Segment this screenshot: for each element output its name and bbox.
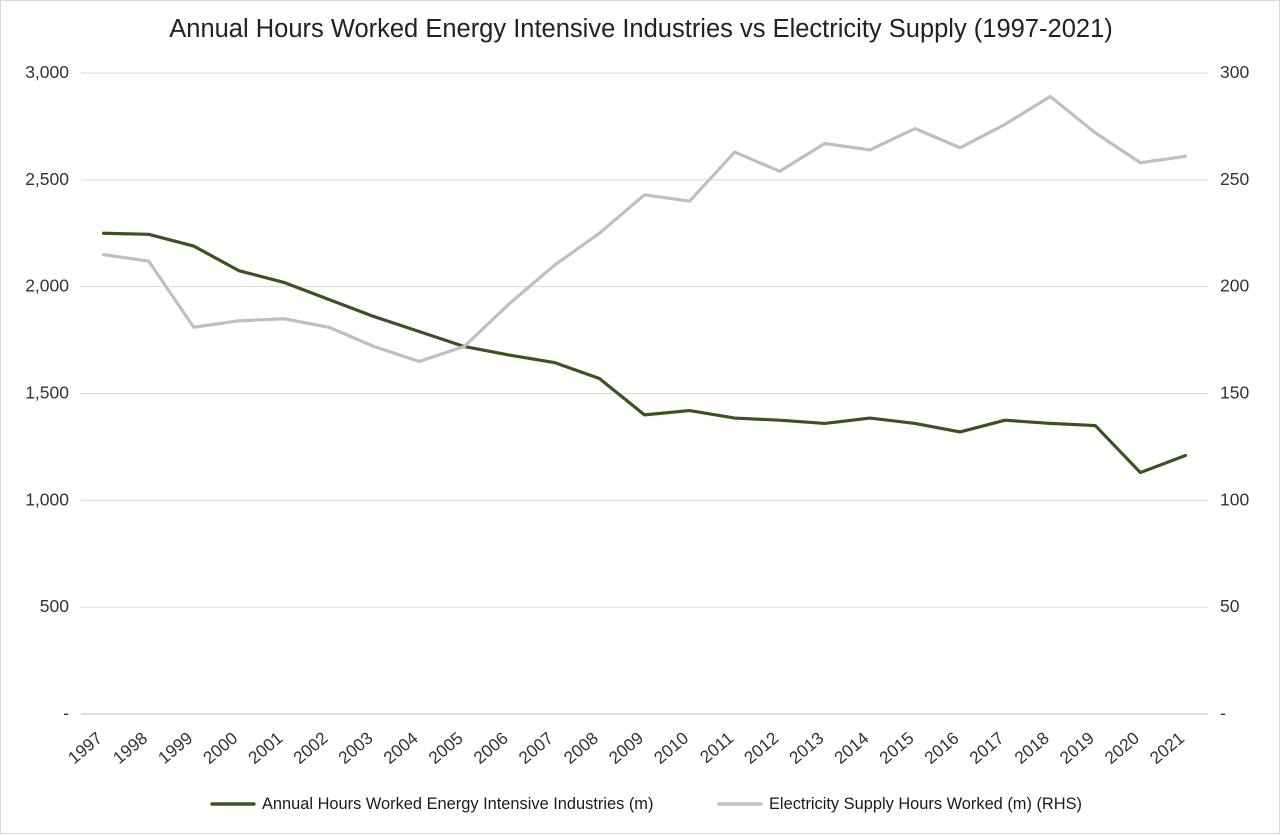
- svg-text:500: 500: [40, 596, 69, 616]
- svg-text:2009: 2009: [605, 728, 647, 768]
- svg-text:2021: 2021: [1146, 728, 1188, 768]
- svg-text:2,500: 2,500: [25, 169, 69, 189]
- svg-text:2006: 2006: [470, 728, 512, 768]
- svg-text:1998: 1998: [109, 728, 151, 768]
- svg-text:3,000: 3,000: [25, 62, 69, 82]
- svg-text:250: 250: [1220, 169, 1249, 189]
- svg-text:2007: 2007: [515, 728, 557, 768]
- svg-text:2017: 2017: [965, 728, 1007, 768]
- svg-text:2001: 2001: [244, 728, 286, 768]
- svg-text:-: -: [1220, 703, 1226, 723]
- svg-text:Annual Hours Worked Energy Int: Annual Hours Worked Energy Intensive Ind…: [262, 795, 653, 813]
- svg-text:2013: 2013: [785, 728, 827, 768]
- svg-text:1999: 1999: [154, 728, 196, 768]
- svg-text:2004: 2004: [379, 727, 422, 767]
- svg-text:2003: 2003: [334, 728, 376, 768]
- svg-text:2015: 2015: [875, 728, 917, 768]
- svg-text:2010: 2010: [650, 728, 692, 768]
- svg-text:2012: 2012: [740, 728, 782, 768]
- svg-text:100: 100: [1220, 489, 1249, 509]
- svg-text:1997: 1997: [64, 728, 106, 768]
- svg-text:200: 200: [1220, 276, 1249, 296]
- svg-text:2018: 2018: [1010, 728, 1052, 768]
- svg-text:2014: 2014: [830, 727, 873, 767]
- svg-text:2000: 2000: [199, 728, 241, 768]
- svg-text:2020: 2020: [1101, 728, 1143, 768]
- svg-text:2011: 2011: [696, 728, 737, 767]
- svg-text:2016: 2016: [920, 728, 962, 768]
- svg-text:2008: 2008: [560, 728, 602, 768]
- svg-text:-: -: [63, 703, 69, 723]
- svg-text:1,500: 1,500: [25, 383, 69, 403]
- svg-text:2,000: 2,000: [25, 276, 69, 296]
- svg-text:2002: 2002: [289, 728, 331, 768]
- svg-text:Electricity Supply Hours Worke: Electricity Supply Hours Worked (m) (RHS…: [769, 795, 1082, 813]
- svg-text:1,000: 1,000: [25, 489, 69, 509]
- svg-text:300: 300: [1220, 62, 1249, 82]
- svg-text:2019: 2019: [1056, 728, 1098, 768]
- svg-text:2005: 2005: [424, 728, 466, 768]
- svg-text:150: 150: [1220, 383, 1249, 403]
- svg-text:50: 50: [1220, 596, 1240, 616]
